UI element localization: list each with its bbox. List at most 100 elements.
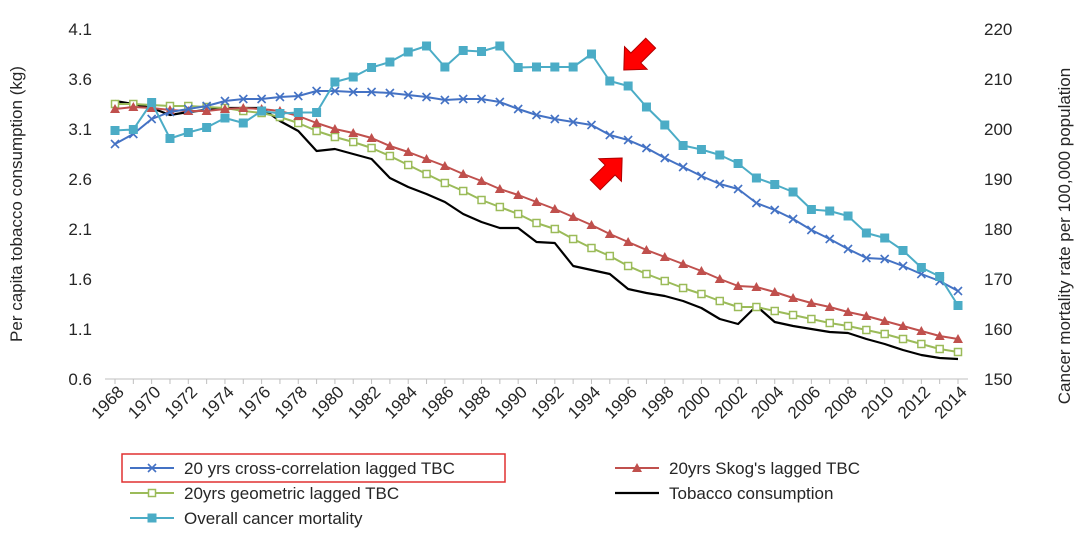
- x-marker-stroke: [183, 104, 193, 114]
- x-marker-stroke: [110, 139, 120, 149]
- data-point: [843, 211, 853, 221]
- legend-entry-20yrs-skog-s-lagged-tbc: 20yrs Skog's lagged TBC: [615, 459, 860, 478]
- data-point: [293, 91, 303, 101]
- x-marker-stroke: [476, 94, 487, 104]
- data-point: [770, 205, 780, 215]
- legend-swatch-marker: [632, 463, 642, 472]
- x-marker-stroke: [293, 91, 303, 101]
- data-point: [568, 212, 579, 221]
- x-tick-label: 2006: [784, 382, 824, 422]
- data-point: [843, 244, 853, 254]
- data-point: [513, 190, 524, 199]
- y-right-tick-label: 200: [984, 120, 1012, 139]
- data-point: [513, 104, 523, 114]
- data-point: [421, 154, 432, 163]
- data-point: [880, 233, 890, 243]
- y-right-tick-label: 190: [984, 170, 1012, 189]
- data-point: [421, 92, 432, 102]
- arrow-annotation-cross-correlation: [589, 157, 623, 191]
- data-point: [788, 187, 798, 197]
- data-point: [385, 57, 395, 67]
- x-tick-label: 1994: [564, 382, 604, 422]
- x-marker-stroke: [678, 162, 688, 172]
- legend-label: 20yrs geometric lagged TBC: [184, 484, 399, 503]
- data-point: [458, 94, 468, 104]
- x-marker-stroke: [257, 94, 267, 104]
- x-tick-label: 1968: [88, 382, 128, 422]
- data-point: [696, 145, 706, 154]
- x-marker-stroke: [696, 171, 707, 181]
- data-point: [623, 237, 634, 246]
- data-point: [367, 63, 377, 72]
- data-point: [201, 106, 212, 115]
- x-marker-stroke: [403, 90, 413, 100]
- x-marker-stroke: [843, 244, 853, 254]
- data-point: [678, 283, 688, 293]
- y-right-tick-label: 220: [984, 20, 1012, 39]
- y-right-tick-label: 160: [984, 320, 1012, 339]
- data-point: [586, 220, 597, 229]
- data-point: [824, 302, 835, 311]
- x-marker-stroke: [751, 198, 761, 208]
- data-point: [439, 161, 450, 170]
- legend-label: 20 yrs cross-correlation lagged TBC: [184, 459, 455, 478]
- data-point: [128, 102, 139, 111]
- data-point: [366, 133, 377, 142]
- data-point: [898, 334, 908, 344]
- data-point: [696, 266, 707, 275]
- y-left-tick-label: 0.6: [68, 370, 92, 389]
- data-point: [935, 272, 945, 281]
- data-point: [861, 228, 871, 238]
- data-point: [348, 87, 358, 97]
- x-tick-label: 2000: [674, 382, 714, 422]
- x-tick-label: 1972: [161, 382, 201, 422]
- data-point: [293, 108, 303, 117]
- data-point: [165, 107, 175, 117]
- data-point: [238, 94, 248, 104]
- data-point: [330, 77, 340, 87]
- legend-entry-tobacco-consumption: Tobacco consumption: [615, 484, 833, 503]
- x-marker-stroke: [513, 104, 523, 114]
- data-point: [312, 86, 322, 96]
- data-point: [550, 114, 560, 124]
- x-marker-stroke: [165, 107, 175, 117]
- data-point: [110, 126, 120, 135]
- data-point: [843, 321, 853, 331]
- x-marker-stroke: [202, 101, 212, 111]
- data-point: [348, 128, 359, 137]
- data-point: [531, 110, 542, 120]
- data-point: [660, 153, 670, 163]
- x-tick-label: 1988: [454, 382, 494, 422]
- x-marker-stroke: [238, 94, 248, 104]
- data-point: [513, 209, 523, 219]
- annotations: [589, 37, 657, 191]
- data-point: [605, 130, 615, 140]
- y-left-tick-label: 4.1: [68, 20, 92, 39]
- data-point: [623, 135, 633, 145]
- data-point: [769, 287, 780, 296]
- data-point: [733, 184, 743, 194]
- data-point: [257, 94, 267, 104]
- data-point: [531, 197, 542, 206]
- data-point: [312, 126, 321, 136]
- x-marker-stroke: [605, 130, 615, 140]
- data-point: [806, 225, 816, 235]
- x-tick-label: 1984: [381, 382, 421, 422]
- data-point: [770, 180, 780, 189]
- x-marker-stroke: [825, 234, 835, 244]
- data-point: [898, 261, 908, 271]
- data-point: [494, 184, 505, 193]
- data-point: [385, 151, 395, 161]
- x-marker-stroke: [861, 253, 871, 263]
- data-point: [953, 301, 963, 310]
- data-point: [953, 347, 963, 357]
- data-point: [183, 106, 194, 115]
- legend: 20 yrs cross-correlation lagged TBC 20yrs…: [121, 453, 860, 528]
- data-point: [311, 118, 322, 127]
- data-point: [495, 97, 505, 107]
- data-point: [605, 251, 615, 261]
- data-point: [220, 96, 230, 106]
- data-point: [715, 179, 725, 189]
- x-marker-stroke: [348, 87, 358, 97]
- data-point: [770, 306, 779, 316]
